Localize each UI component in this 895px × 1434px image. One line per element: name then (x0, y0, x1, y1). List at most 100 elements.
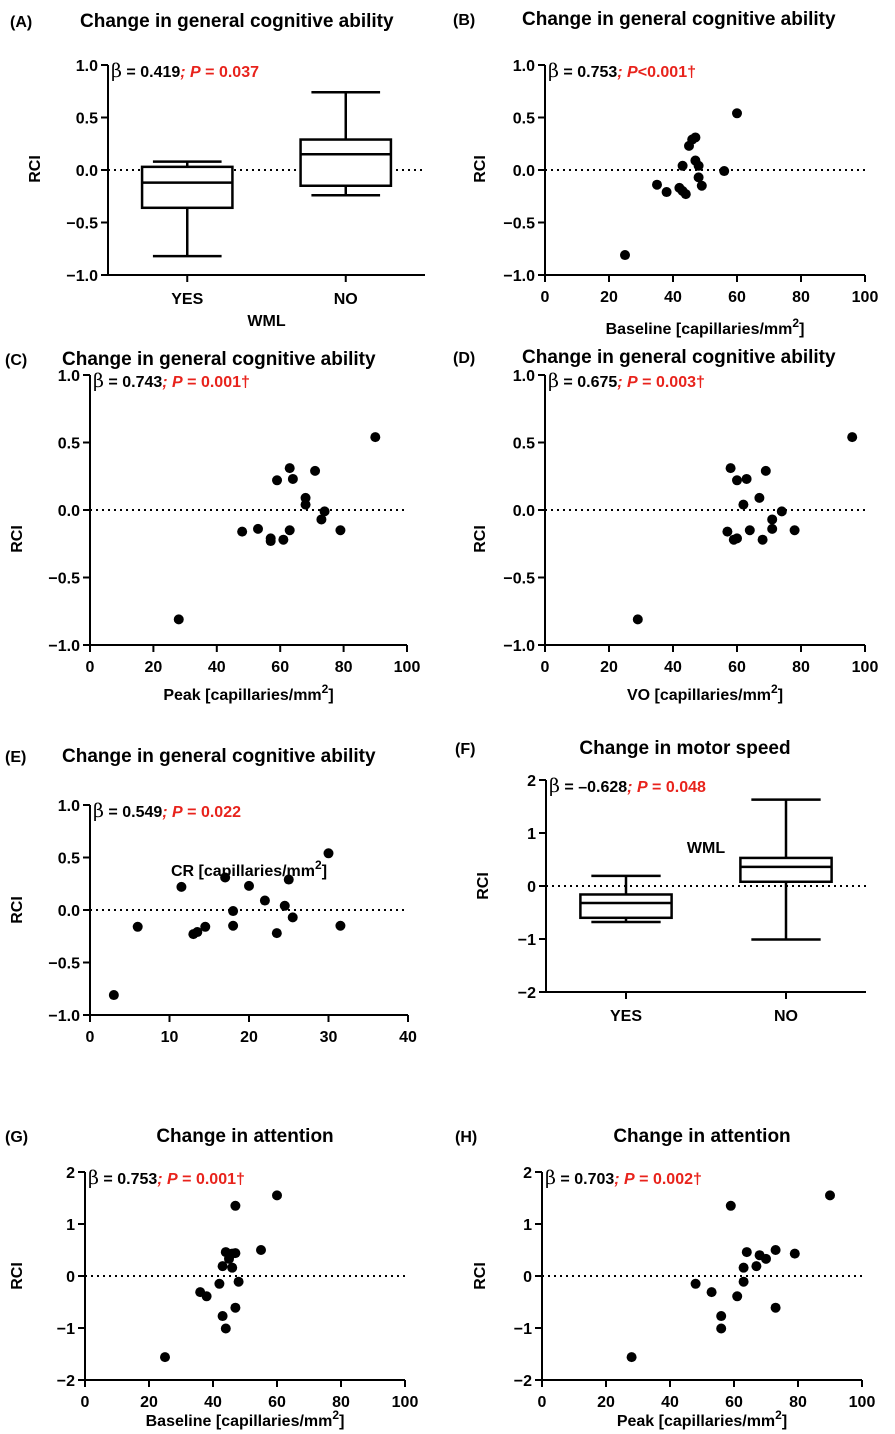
x-tick-label: 0 (86, 1029, 95, 1046)
data-point (287, 473, 298, 484)
x-tick-label: 10 (161, 1029, 179, 1046)
data-point (632, 614, 643, 625)
p-prefix: ; (162, 374, 172, 391)
y-axis-label: RCI (9, 1262, 26, 1290)
data-point (287, 912, 298, 923)
data-point (271, 928, 282, 939)
data-point (244, 880, 254, 891)
panel-letter: (F) (455, 741, 475, 758)
y-tick-label: 0.5 (513, 111, 535, 128)
data-point (741, 473, 752, 484)
x-tick-label: 60 (268, 1394, 286, 1411)
data-point (738, 499, 749, 510)
x-tick-label: 40 (664, 289, 682, 306)
panel-letter: (H) (455, 1129, 477, 1146)
p-prefix: ; (627, 779, 637, 796)
data-point (192, 927, 203, 938)
p-prefix: ; (180, 64, 190, 81)
y-tick-label: −0.5 (48, 956, 80, 973)
data-point (652, 179, 662, 190)
box-no (739, 798, 833, 941)
data-point (751, 1261, 762, 1272)
data-point (272, 475, 283, 486)
data-point (214, 1278, 225, 1289)
iqr-box (299, 138, 393, 188)
y-tick-label: −0.5 (503, 571, 535, 588)
panel-h: (H) Change in attention 2 1 0 −1 −2 RCI β = 0.70… (455, 1126, 875, 1430)
y-axis-label: RCI (475, 872, 492, 900)
x-axis-label-suffix: ] (322, 863, 327, 880)
x-axis-label: WML (247, 313, 285, 330)
y-axis-label: RCI (472, 525, 489, 553)
data-point (230, 1200, 241, 1211)
x-axis-label-superscript: 2 (775, 1408, 782, 1422)
y-tick-label: 1.0 (513, 58, 535, 75)
panel-f: (F) Change in motor speed 2 1 0 −1 −2 RCI β = –0… (455, 738, 866, 1025)
x-tick-label: 80 (792, 289, 810, 306)
data-point (754, 492, 765, 503)
x-tick-label: 100 (394, 659, 421, 676)
data-point (256, 1245, 266, 1255)
y-tick-label: 0.0 (76, 163, 98, 180)
chart-title: Change in general cognitive ability (80, 11, 394, 32)
data-point (744, 525, 755, 536)
x-axis-label: VO [capillaries/mm2] (627, 682, 783, 704)
beta-value: = 0.549 (104, 804, 162, 821)
x-tick-label: 60 (725, 1394, 743, 1411)
y-tick-label: −0.5 (48, 571, 80, 588)
data-point (259, 895, 270, 906)
p-prefix: ; (617, 374, 627, 391)
x-axis-label: WML (687, 840, 725, 857)
data-point (335, 525, 346, 536)
data-point (227, 1262, 238, 1273)
y-axis-label: RCI (27, 155, 44, 183)
data-point (228, 906, 239, 917)
data-point (217, 1311, 228, 1322)
data-point (732, 533, 742, 544)
x-tick-label: 40 (661, 1394, 679, 1411)
box-yes (140, 160, 234, 258)
y-tick-label: −2 (57, 1373, 75, 1390)
x-tick-label: 20 (240, 1029, 258, 1046)
scatter-points (620, 108, 742, 261)
data-point (200, 921, 211, 932)
data-point (677, 160, 688, 171)
chart-title: Change in attention (613, 1126, 790, 1147)
beta-symbol: β (111, 60, 122, 82)
y-tick-label: −1.0 (66, 268, 98, 285)
data-point (760, 465, 771, 476)
panel-c: (C) Change in general cognitive ability1.… (5, 349, 420, 704)
x-tick-label: 40 (204, 1394, 222, 1411)
x-axis-label-suffix: ] (799, 321, 804, 338)
p-value: = 0.002† (635, 1171, 702, 1188)
p-value: = 0.001† (178, 1171, 245, 1188)
x-category-label: YES (610, 1008, 642, 1025)
y-tick-label: 0.5 (513, 436, 535, 453)
x-tick-label: 20 (597, 1394, 615, 1411)
y-tick-label: 1 (66, 1217, 75, 1234)
x-tick-label: 60 (728, 289, 746, 306)
p-value: <0.001† (638, 64, 696, 81)
data-point (789, 525, 800, 536)
y-tick-label: −1.0 (503, 638, 535, 655)
p-prefix: ; (162, 804, 172, 821)
y-tick-label: 1.0 (76, 58, 98, 75)
x-axis-label: CR [capillaries/mm2] (171, 858, 327, 880)
data-point (770, 1302, 781, 1313)
y-axis-label: RCI (472, 155, 489, 183)
p-label: P (637, 779, 648, 796)
y-tick-label: 1 (527, 826, 536, 843)
panel-g: (G) Change in attention 2 1 0 −1 −2 RCI β = 0.75… (5, 1126, 418, 1430)
panel-b: (B) Change in general cognitive ability 1.… (453, 9, 878, 338)
data-point (789, 1248, 800, 1259)
beta-value: = –0.628 (560, 779, 627, 796)
data-point (253, 523, 264, 534)
chart-title: Change in general cognitive ability (522, 347, 836, 368)
scatter-points (173, 432, 381, 625)
y-tick-label: 1 (523, 1217, 532, 1234)
beta-symbol: β (549, 775, 560, 797)
y-tick-label: 0.0 (513, 503, 535, 520)
data-point (716, 1323, 727, 1334)
y-tick-label: −2 (514, 1373, 532, 1390)
x-tick-label: 80 (792, 659, 810, 676)
